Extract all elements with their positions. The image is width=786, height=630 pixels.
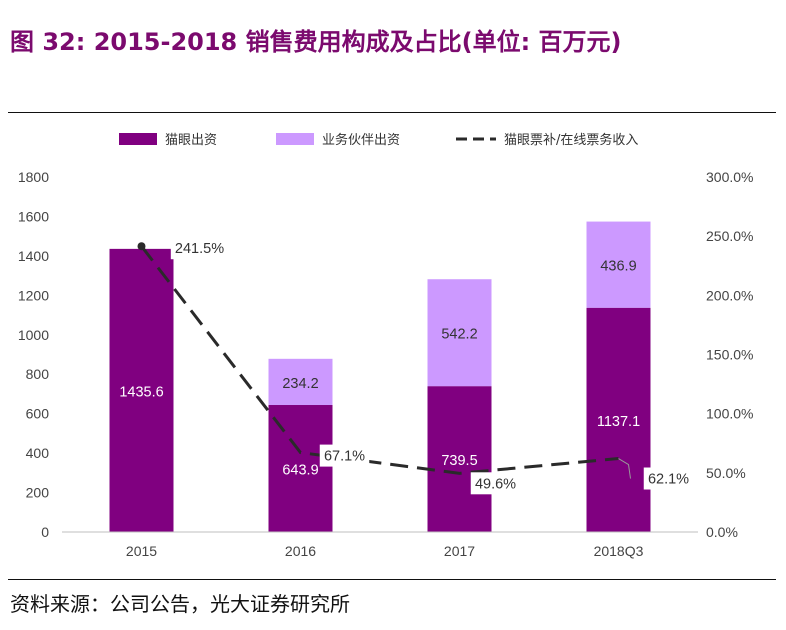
legend-label-primary: 猫眼出资 [165, 133, 217, 148]
bar-value-label-primary: 1137.1 [597, 414, 640, 430]
bar-segment-secondary [427, 279, 492, 387]
line-value-label: 49.6% [475, 476, 516, 492]
y-left-tick-label: 200 [26, 485, 50, 501]
title-divider [8, 112, 776, 113]
bar-segment-primary [427, 386, 492, 532]
y-right-tick-label: 100.0% [706, 406, 753, 422]
line-value-label: 67.1% [324, 449, 365, 465]
y-left-tick-label: 1600 [18, 208, 49, 224]
y-right-tick-label: 250.0% [706, 228, 753, 244]
legend-label-line: 猫眼票补/在线票务收入 [504, 132, 638, 148]
y-right-tick-label: 300.0% [706, 169, 753, 185]
y-left-tick-label: 1400 [18, 248, 49, 264]
bar-segment-primary [109, 248, 174, 532]
legend-label-secondary: 业务伙伴出资 [322, 132, 400, 148]
x-tick-label: 2017 [444, 543, 475, 559]
bar-segment-secondary [268, 358, 333, 406]
footer-divider [8, 579, 776, 580]
y-left-tick-label: 1000 [18, 327, 49, 343]
y-right-tick-label: 200.0% [706, 287, 753, 303]
y-right-tick-label: 50.0% [706, 465, 746, 481]
legend-swatch-primary [119, 133, 157, 145]
line-series-path [140, 245, 619, 475]
line-value-label: 62.1% [648, 472, 689, 488]
bar-value-label-primary: 1435.6 [119, 384, 163, 400]
line-label-bg [319, 444, 370, 467]
bar-value-label-primary: 643.9 [282, 463, 318, 479]
line-label-bg [470, 472, 521, 495]
line-value-label: 241.5% [175, 241, 224, 257]
y-left-tick-label: 0 [41, 524, 49, 540]
bar-value-label-secondary: 234.2 [282, 376, 318, 392]
y-left-tick-label: 1200 [18, 287, 49, 303]
line-label-leader [618, 458, 631, 479]
y-left-tick-label: 400 [26, 445, 50, 461]
legend-swatch-secondary [276, 133, 314, 145]
bar-segment-secondary [586, 221, 651, 308]
legend: 猫眼出资 业务伙伴出资 猫眼票补/在线票务收入 [119, 132, 638, 148]
bar-segment-primary [586, 307, 651, 532]
y-left-tick-label: 800 [26, 366, 50, 382]
line-label-bg [643, 467, 694, 490]
y-right-tick-label: 150.0% [706, 347, 753, 363]
source-note: 资料来源：公司公告，光大证券研究所 [10, 592, 350, 616]
y-left-tick-label: 600 [26, 406, 50, 422]
y-right-tick-label: 0.0% [706, 524, 738, 540]
line-label-bg [170, 237, 229, 260]
bar-value-label-secondary: 436.9 [600, 259, 636, 275]
bar-value-label-secondary: 542.2 [441, 327, 477, 343]
bar-value-label-primary: 739.5 [441, 453, 477, 469]
x-tick-label: 2016 [285, 543, 316, 559]
x-tick-label: 2018Q3 [594, 543, 644, 559]
chart-title: 图 32: 2015-2018 销售费用构成及占比(单位: 百万元) [10, 28, 622, 56]
x-tick-label: 2015 [126, 543, 157, 559]
y-left-tick-label: 1800 [18, 169, 49, 185]
line-point-marker [137, 242, 146, 251]
